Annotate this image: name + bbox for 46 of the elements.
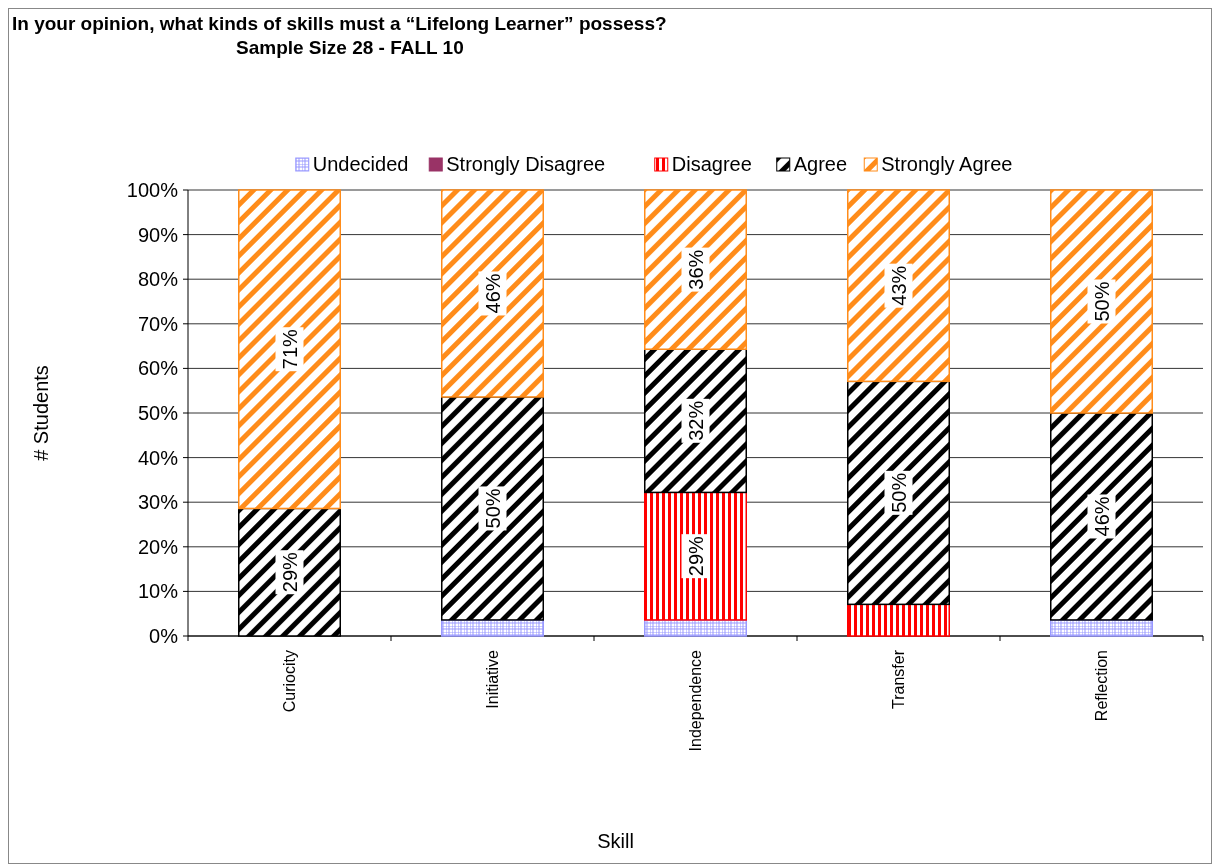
bar	[441, 189, 544, 398]
data-label: 29%	[278, 551, 301, 593]
x-axis-title: Skill	[597, 830, 634, 852]
data-label: 50%	[1090, 281, 1113, 322]
x-tick-label: Transfer	[890, 649, 908, 709]
data-label: 46%	[481, 273, 504, 314]
bar	[238, 189, 341, 510]
y-tick-label: 20%	[137, 535, 179, 558]
y-tick-label: 70%	[137, 312, 179, 335]
bar	[441, 619, 544, 637]
data-label: 29%	[684, 535, 707, 577]
legend-label: Disagree	[671, 153, 752, 175]
x-tick-label: Curiocity	[281, 650, 299, 713]
y-tick-label: 100%	[126, 179, 179, 201]
legend-label: Strongly Agree	[881, 153, 1013, 175]
bar	[644, 189, 747, 350]
data-label: 50%	[887, 472, 910, 513]
y-axis-title: # Students	[30, 365, 52, 461]
bar	[644, 619, 747, 637]
data-label: 32%	[684, 400, 707, 441]
bar	[1050, 619, 1153, 637]
y-tick-label: 90%	[137, 223, 179, 246]
bar	[1050, 189, 1153, 414]
data-label: 71%	[278, 328, 301, 370]
legend-label: Strongly Disagree	[446, 153, 606, 175]
y-tick-label: 30%	[137, 491, 179, 514]
data-label: 46%	[1090, 496, 1113, 537]
bar	[847, 603, 950, 637]
x-tick-label: Initiative	[484, 649, 502, 709]
y-tick-label: 0%	[149, 625, 179, 647]
chart-title: In your opinion, what kinds of skills must a “Lifelong Learner” possess?	[12, 13, 667, 34]
x-tick-label: Independence	[687, 649, 705, 752]
bar	[644, 491, 747, 621]
y-tick-label: 60%	[137, 357, 179, 380]
y-tick-label: 10%	[137, 580, 179, 603]
data-label: 43%	[887, 265, 910, 306]
y-tick-label: 40%	[137, 446, 179, 469]
bar	[847, 189, 950, 383]
y-tick-label: 80%	[137, 268, 179, 291]
legend-label: Agree	[793, 153, 848, 175]
legend-label: Undecided	[312, 153, 409, 175]
y-tick-label: 50%	[137, 402, 179, 424]
chart-subtitle: Sample Size 28 - FALL 10	[236, 37, 464, 58]
data-label: 50%	[481, 488, 504, 529]
x-tick-label: Reflection	[1093, 650, 1111, 722]
data-label: 36%	[684, 249, 707, 290]
